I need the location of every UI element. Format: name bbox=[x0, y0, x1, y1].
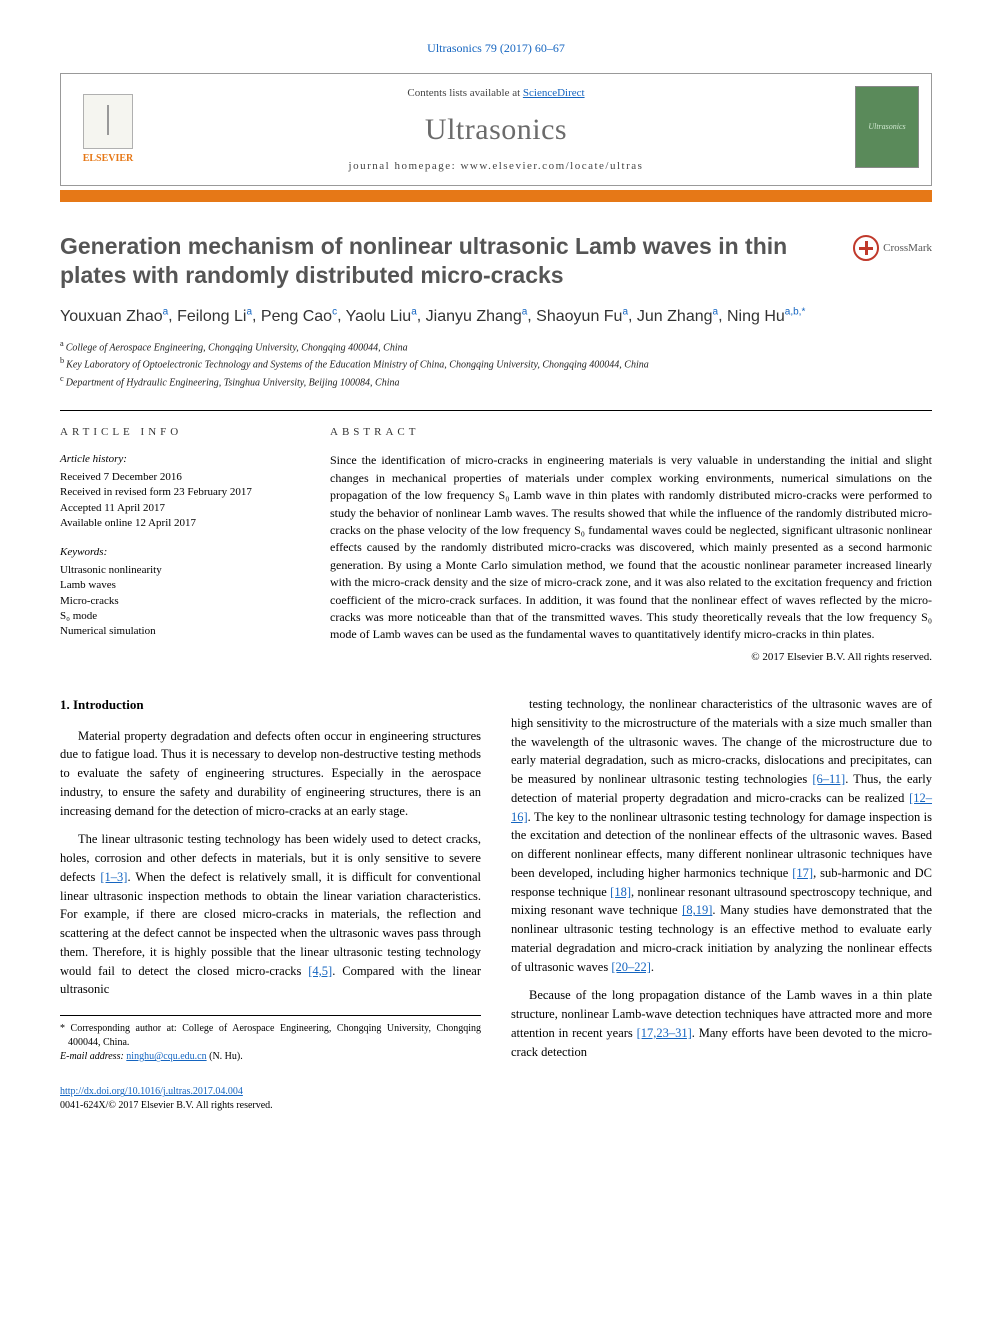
history-item: Received 7 December 2016 bbox=[60, 470, 290, 485]
email-link[interactable]: ninghu@cqu.edu.cn bbox=[126, 1051, 206, 1062]
citation-link[interactable]: [1–3] bbox=[100, 870, 127, 884]
corresponding-author-text: * Corresponding author at: College of Ae… bbox=[60, 1022, 481, 1050]
article-title: Generation mechanism of nonlinear ultras… bbox=[60, 232, 820, 292]
journal-cover-thumbnail: Ultrasonics bbox=[855, 86, 919, 168]
body-paragraph: Because of the long propagation distance… bbox=[511, 986, 932, 1061]
issn-copyright: 0041-624X/© 2017 Elsevier B.V. All right… bbox=[60, 1099, 932, 1113]
elsevier-logo-text: ELSEVIER bbox=[83, 152, 134, 166]
author: Ning Hua,b,* bbox=[727, 308, 805, 325]
sciencedirect-link[interactable]: ScienceDirect bbox=[523, 87, 585, 99]
body-paragraph: The linear ultrasonic testing technology… bbox=[60, 830, 481, 999]
citation-link[interactable]: [18] bbox=[610, 885, 631, 899]
history-item: Received in revised form 23 February 201… bbox=[60, 485, 290, 500]
body-column-left: 1. Introduction Material property degrad… bbox=[60, 695, 481, 1071]
accent-divider bbox=[60, 190, 932, 202]
author: Youxuan Zhaoa bbox=[60, 308, 168, 325]
keyword-item: Ultrasonic nonlinearity bbox=[60, 563, 290, 578]
crossmark-label: CrossMark bbox=[883, 241, 932, 256]
contents-available-text: Contents lists available at ScienceDirec… bbox=[61, 86, 931, 101]
history-item: Accepted 11 April 2017 bbox=[60, 501, 290, 516]
journal-homepage: journal homepage: www.elsevier.com/locat… bbox=[61, 159, 931, 174]
cover-thumb-text: Ultrasonics bbox=[868, 121, 905, 132]
email-line: E-mail address: ninghu@cqu.edu.cn (N. Hu… bbox=[60, 1050, 481, 1064]
citation-link[interactable]: [17] bbox=[792, 866, 813, 880]
author-list: Youxuan Zhaoa, Feilong Lia, Peng Caoc, Y… bbox=[60, 305, 932, 328]
journal-header: ELSEVIER Ultrasonics Contents lists avai… bbox=[60, 73, 932, 186]
author: Peng Caoc bbox=[261, 308, 337, 325]
article-info-heading: ARTICLE INFO bbox=[60, 425, 290, 440]
author: Jun Zhanga bbox=[637, 308, 718, 325]
intro-heading: 1. Introduction bbox=[60, 695, 481, 715]
citation-link[interactable]: [4,5] bbox=[308, 964, 332, 978]
article-info-row: ARTICLE INFO Article history: Received 7… bbox=[60, 410, 932, 665]
affiliation: cDepartment of Hydraulic Engineering, Ts… bbox=[60, 373, 932, 390]
history-item: Available online 12 April 2017 bbox=[60, 516, 290, 531]
page-footer: http://dx.doi.org/10.1016/j.ultras.2017.… bbox=[60, 1085, 932, 1113]
abstract-column: ABSTRACT Since the identification of mic… bbox=[330, 410, 932, 665]
citation-link[interactable]: [6–11] bbox=[812, 772, 845, 786]
doi-link[interactable]: http://dx.doi.org/10.1016/j.ultras.2017.… bbox=[60, 1086, 243, 1097]
corresponding-author-block: * Corresponding author at: College of Ae… bbox=[60, 1015, 481, 1064]
keyword-item: Micro-cracks bbox=[60, 594, 290, 609]
author: Yaolu Liua bbox=[346, 308, 417, 325]
citation-link[interactable]: [8,19] bbox=[682, 903, 712, 917]
keyword-item: Lamb waves bbox=[60, 578, 290, 593]
citation-link[interactable]: [17,23–31] bbox=[637, 1026, 692, 1040]
body-column-right: testing technology, the nonlinear charac… bbox=[511, 695, 932, 1071]
body-paragraph: Material property degradation and defect… bbox=[60, 727, 481, 821]
affiliation: aCollege of Aerospace Engineering, Chong… bbox=[60, 338, 932, 355]
affiliation: bKey Laboratory of Optoelectronic Techno… bbox=[60, 355, 932, 372]
abstract-copyright: © 2017 Elsevier B.V. All rights reserved… bbox=[330, 650, 932, 665]
journal-name: Ultrasonics bbox=[61, 109, 931, 151]
elsevier-tree-icon bbox=[83, 94, 133, 149]
crossmark-icon bbox=[853, 235, 879, 261]
affiliations: aCollege of Aerospace Engineering, Chong… bbox=[60, 338, 932, 390]
article-info-column: ARTICLE INFO Article history: Received 7… bbox=[60, 410, 290, 665]
body-columns: 1. Introduction Material property degrad… bbox=[60, 695, 932, 1071]
abstract-heading: ABSTRACT bbox=[330, 425, 932, 440]
author: Jianyu Zhanga bbox=[426, 308, 528, 325]
history-label: Article history: bbox=[60, 452, 290, 467]
body-paragraph: testing technology, the nonlinear charac… bbox=[511, 695, 932, 976]
author: Feilong Lia bbox=[177, 308, 252, 325]
author: Shaoyun Fua bbox=[536, 308, 628, 325]
keyword-item: Numerical simulation bbox=[60, 624, 290, 639]
abstract-text: Since the identification of micro-cracks… bbox=[330, 452, 932, 643]
keyword-item: S₀ mode bbox=[60, 609, 290, 624]
elsevier-logo: ELSEVIER bbox=[73, 86, 143, 166]
page-container: Ultrasonics 79 (2017) 60–67 ELSEVIER Ult… bbox=[0, 0, 992, 1153]
keywords-label: Keywords: bbox=[60, 545, 290, 560]
crossmark-badge[interactable]: CrossMark bbox=[853, 235, 932, 261]
journal-reference: Ultrasonics 79 (2017) 60–67 bbox=[60, 40, 932, 57]
homepage-url[interactable]: www.elsevier.com/locate/ultras bbox=[460, 160, 643, 172]
citation-link[interactable]: [20–22] bbox=[611, 960, 651, 974]
